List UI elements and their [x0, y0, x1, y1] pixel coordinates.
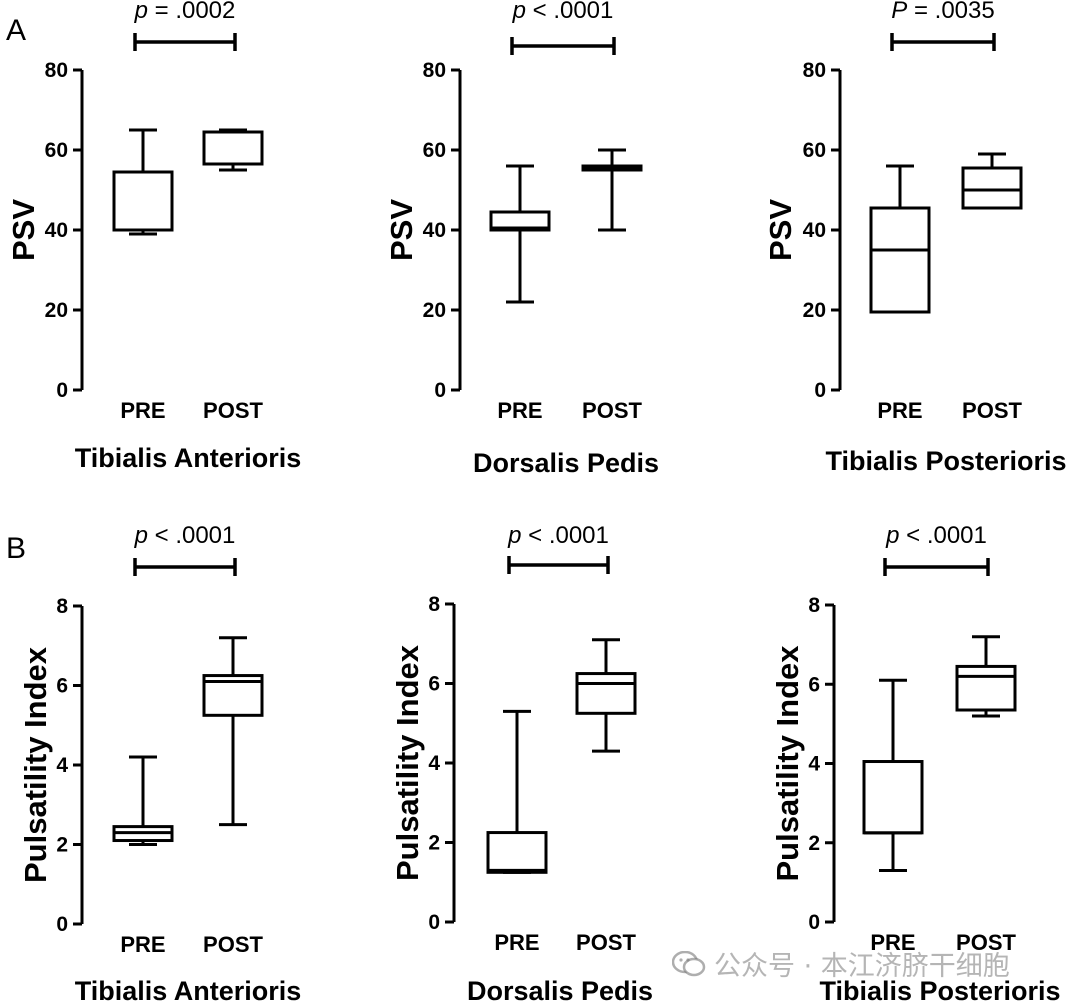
- y-tick-label: 80: [423, 59, 446, 82]
- y-tick-label: 6: [428, 673, 440, 696]
- y-tick-label: 20: [803, 299, 826, 322]
- x-category-label: POST: [582, 398, 642, 423]
- box-post: [202, 636, 264, 827]
- x-category-label: POST: [203, 398, 263, 423]
- p-value-label: p < .0001: [507, 522, 609, 549]
- panel-label-a: A: [6, 14, 26, 47]
- box-pre: [489, 164, 551, 304]
- y-tick-label: 0: [56, 379, 68, 402]
- box-iqr: [575, 672, 637, 715]
- box-iqr: [955, 664, 1017, 712]
- y-tick-label: 8: [428, 593, 440, 616]
- y-axis-label: PSV: [6, 199, 41, 261]
- chart-title: Tibialis Posterioris: [819, 976, 1060, 1006]
- p-value-label: p < .0001: [134, 522, 236, 549]
- box-iqr: [862, 760, 924, 835]
- y-tick-label: 0: [434, 379, 446, 402]
- chart-title: Tibialis Anterioris: [75, 443, 302, 473]
- y-tick-label: 60: [803, 139, 826, 162]
- y-tick-label: 2: [808, 832, 820, 855]
- chart-title: Tibialis Posterioris: [825, 446, 1066, 476]
- chart-b3: 0 2 4 6 8 Pulsatility Index PRE POST p < .0001 Ti…: [770, 522, 1060, 1006]
- x-category-label: PRE: [494, 930, 539, 955]
- x-category-label: PRE: [120, 398, 165, 423]
- panel-label-b: B: [6, 532, 26, 565]
- x-category-label: POST: [962, 398, 1022, 423]
- chart-b1: 0 2 4 6 8 Pulsatility Index PRE POST p < .0001 Ti…: [18, 522, 301, 1006]
- chart-a1: 0 20 40 60 80 PSV PRE POST p = .0002 Tibialis Ant…: [6, 0, 301, 473]
- y-tick-label: 4: [808, 753, 820, 776]
- box-iqr: [489, 210, 551, 232]
- box-iqr: [961, 166, 1023, 210]
- y-tick-label: 2: [56, 834, 68, 857]
- y-tick-label: 40: [803, 219, 826, 242]
- y-tick-label: 4: [428, 752, 440, 775]
- y-tick-label: 40: [45, 219, 68, 242]
- x-category-label: PRE: [497, 398, 542, 423]
- chart-b2: 0 2 4 6 8 Pulsatility Index PRE POST p < .0001 Do…: [390, 522, 653, 1006]
- y-tick-label: 8: [56, 595, 68, 618]
- chart-a3: 0 20 40 60 80 PSV PRE POST P = .0035 Tibialis Pos…: [763, 0, 1066, 476]
- y-tick-label: 8: [808, 594, 820, 617]
- box-post: [575, 638, 637, 753]
- y-tick-label: 60: [423, 139, 446, 162]
- watermark-text: 公众号 · 本江济脐干细胞: [714, 951, 1010, 982]
- y-axis-label: Pulsatility Index: [390, 644, 425, 881]
- y-tick-label: 20: [423, 299, 446, 322]
- y-tick-label: 0: [814, 379, 826, 402]
- wechat-icon: [671, 950, 706, 977]
- y-tick-label: 60: [45, 139, 68, 162]
- y-tick-label: 80: [45, 59, 68, 82]
- box-pre: [112, 755, 174, 846]
- y-tick-label: 40: [423, 219, 446, 242]
- y-tick-label: 80: [803, 59, 826, 82]
- box-pre: [486, 709, 548, 874]
- y-tick-label: 6: [808, 673, 820, 696]
- p-value-label: P = .0035: [891, 0, 994, 24]
- x-category-label: PRE: [120, 932, 165, 957]
- chart-title: Tibialis Anterioris: [75, 976, 302, 1006]
- box-pre: [112, 128, 174, 236]
- x-category-label: POST: [203, 932, 263, 957]
- watermark: 公众号 · 本江济脐干细胞: [671, 944, 1010, 983]
- y-tick-label: 2: [428, 832, 440, 855]
- p-value-label: p = .0002: [134, 0, 236, 24]
- y-axis-label: Pulsatility Index: [770, 645, 805, 882]
- box-post: [955, 635, 1017, 718]
- p-value-label: p < .0001: [512, 0, 614, 24]
- p-value-label: p < .0001: [885, 522, 987, 549]
- x-category-label: PRE: [877, 398, 922, 423]
- x-category-label: POST: [576, 930, 636, 955]
- box-post: [202, 128, 264, 172]
- y-tick-label: 20: [45, 299, 68, 322]
- box-post: [581, 148, 643, 232]
- y-tick-label: 6: [56, 675, 68, 698]
- box-pre: [862, 678, 924, 872]
- y-tick-label: 0: [56, 913, 68, 936]
- box-iqr: [486, 831, 548, 874]
- y-axis-label: PSV: [384, 199, 419, 261]
- y-axis-label: Pulsatility Index: [18, 646, 53, 883]
- box-iqr: [869, 206, 931, 314]
- box-pre: [869, 164, 931, 314]
- y-tick-label: 4: [56, 754, 68, 777]
- y-tick-label: 0: [808, 911, 820, 934]
- box-iqr: [112, 170, 174, 232]
- x-category-label: PRE: [870, 930, 915, 955]
- chart-title: Dorsalis Pedis: [473, 448, 659, 478]
- y-tick-label: 0: [428, 911, 440, 934]
- chart-a2: 0 20 40 60 80 PSV PRE POST p < .0001 Dorsalis Ped…: [384, 0, 659, 478]
- box-iqr: [202, 130, 264, 166]
- y-axis-label: PSV: [763, 199, 798, 261]
- box-post: [961, 152, 1023, 210]
- x-category-label: POST: [956, 930, 1016, 955]
- chart-title: Dorsalis Pedis: [467, 976, 653, 1006]
